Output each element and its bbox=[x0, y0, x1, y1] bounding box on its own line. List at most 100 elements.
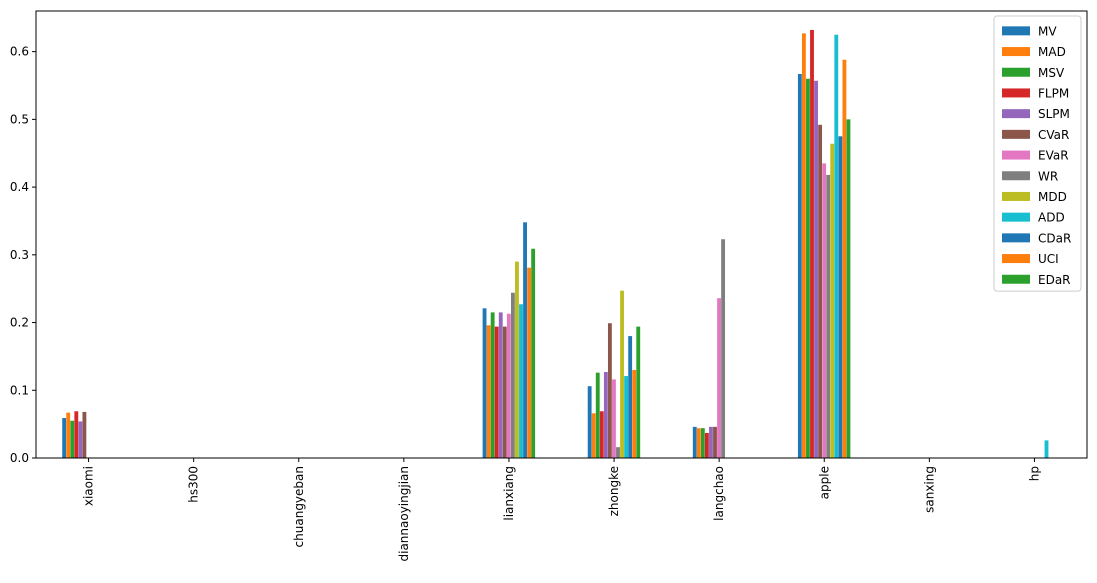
bar-evar-zhongke bbox=[612, 379, 616, 458]
legend-label-msv: MSV bbox=[1038, 66, 1065, 80]
bars-layer bbox=[62, 29, 1049, 459]
bar-mdd-apple bbox=[830, 143, 835, 458]
bar-wr-langchao bbox=[721, 239, 726, 458]
y-tick-label: 0.5 bbox=[10, 112, 29, 126]
bar-uci-zhongke bbox=[632, 369, 637, 458]
bar-evar-langchao bbox=[717, 298, 721, 458]
bar-slpm-apple bbox=[814, 80, 818, 458]
legend-label-mv: MV bbox=[1038, 24, 1057, 38]
legend-swatch-wr bbox=[1002, 171, 1030, 181]
legend: MV MAD MSV FLPM SLPM CVaR EVaR WR MDD ADD CDaR UCI E… bbox=[993, 15, 1082, 292]
legend-label-mdd: MDD bbox=[1038, 190, 1067, 204]
bar-mv-apple bbox=[797, 73, 802, 459]
bar-flpm-langchao bbox=[704, 432, 709, 458]
legend-box bbox=[993, 15, 1082, 292]
bar-cvar-lianxiang bbox=[502, 326, 507, 458]
y-tick-label: 0.2 bbox=[10, 316, 29, 330]
bar-mv-langchao bbox=[692, 426, 697, 458]
x-tick-label: chuangyeban bbox=[292, 466, 306, 547]
y-tick-label: 0.1 bbox=[10, 383, 29, 397]
legend-label-cvar: CVaR bbox=[1038, 128, 1069, 142]
bar-mdd-zhongke bbox=[620, 290, 624, 458]
x-tick-label: xiaomi bbox=[82, 466, 96, 506]
legend-swatch-cdar bbox=[1002, 233, 1030, 243]
x-tick-label: hp bbox=[1027, 466, 1041, 481]
x-tick-label: langchao bbox=[712, 466, 726, 521]
bar-slpm-lianxiang bbox=[498, 312, 503, 458]
legend-swatch-mv bbox=[1002, 26, 1030, 36]
bar-add-lianxiang bbox=[519, 304, 523, 458]
legend-swatch-mdd bbox=[1002, 191, 1030, 201]
bar-msv-zhongke bbox=[595, 372, 600, 458]
bar-mad-langchao bbox=[696, 428, 701, 458]
bar-mad-zhongke bbox=[591, 413, 596, 458]
legend-label-mad: MAD bbox=[1038, 45, 1066, 59]
legend-swatch-slpm bbox=[1002, 109, 1030, 119]
bar-edar-lianxiang bbox=[531, 248, 536, 458]
bar-slpm-langchao bbox=[709, 426, 713, 458]
bar-add-zhongke bbox=[624, 376, 629, 458]
legend-swatch-msv bbox=[1002, 67, 1030, 77]
bar-mad-xiaomi bbox=[66, 412, 71, 458]
bar-wr-apple bbox=[826, 174, 831, 458]
bar-wr-zhongke bbox=[616, 447, 620, 458]
bar-mv-lianxiang bbox=[482, 308, 487, 458]
legend-swatch-uci bbox=[1002, 254, 1030, 264]
legend-label-wr: WR bbox=[1038, 169, 1058, 183]
bar-edar-apple bbox=[846, 119, 851, 458]
bar-uci-lianxiang bbox=[527, 267, 532, 458]
bar-cvar-xiaomi bbox=[82, 411, 87, 458]
y-tick-label: 0.3 bbox=[10, 248, 29, 262]
bar-evar-apple bbox=[822, 163, 827, 459]
bar-slpm-xiaomi bbox=[78, 421, 83, 458]
legend-label-cdar: CDaR bbox=[1038, 231, 1071, 245]
y-tick-label: 0.4 bbox=[10, 180, 29, 194]
x-tick-label: lianxiang bbox=[502, 466, 516, 521]
bar-msv-langchao bbox=[700, 428, 705, 458]
bar-cvar-langchao bbox=[713, 426, 717, 458]
bar-cdar-lianxiang bbox=[523, 222, 527, 458]
x-tick-label: apple bbox=[817, 466, 831, 499]
y-axis: 0.0 0.1 0.2 0.3 0.4 0.5 0.6 bbox=[10, 45, 36, 465]
bar-msv-apple bbox=[806, 78, 810, 459]
bar-mad-apple bbox=[801, 33, 806, 458]
plot-frame bbox=[35, 10, 1088, 459]
bar-flpm-lianxiang bbox=[494, 326, 499, 458]
bar-msv-lianxiang bbox=[490, 312, 495, 458]
bar-flpm-apple bbox=[810, 29, 814, 459]
legend-swatch-flpm bbox=[1002, 88, 1030, 98]
bar-mad-lianxiang bbox=[486, 325, 491, 458]
legend-label-uci: UCI bbox=[1038, 252, 1059, 266]
bar-uci-apple bbox=[842, 59, 847, 458]
legend-label-slpm: SLPM bbox=[1038, 107, 1070, 121]
bar-mdd-lianxiang bbox=[515, 261, 519, 458]
bar-add-apple bbox=[834, 34, 839, 459]
bar-wr-lianxiang bbox=[510, 292, 515, 458]
bar-mv-zhongke bbox=[587, 386, 592, 458]
legend-label-edar: EDaR bbox=[1038, 273, 1071, 287]
legend-label-add: ADD bbox=[1038, 211, 1065, 225]
x-tick-label: sanxing bbox=[922, 466, 936, 513]
bar-mv-xiaomi bbox=[62, 418, 67, 458]
legend-swatch-mad bbox=[1002, 47, 1030, 57]
bar-evar-lianxiang bbox=[506, 313, 511, 458]
bar-cvar-zhongke bbox=[607, 323, 612, 458]
bar-add-hp bbox=[1044, 440, 1049, 458]
x-tick-label: diannaoyingjian bbox=[397, 466, 411, 562]
legend-swatch-cvar bbox=[1002, 129, 1030, 139]
x-axis: xiaomi hs300 chuangyeban diannaoyingjian lia… bbox=[82, 458, 1041, 562]
legend-swatch-evar bbox=[1002, 150, 1030, 160]
y-tick-label: 0.0 bbox=[10, 451, 29, 465]
x-tick-label: zhongke bbox=[607, 466, 621, 516]
legend-swatch-add bbox=[1002, 212, 1030, 222]
bar-msv-xiaomi bbox=[70, 420, 75, 458]
legend-label-flpm: FLPM bbox=[1038, 86, 1069, 100]
x-tick-label: hs300 bbox=[187, 466, 201, 503]
bar-flpm-zhongke bbox=[599, 411, 604, 458]
bar-cvar-apple bbox=[818, 124, 823, 459]
bar-edar-zhongke bbox=[636, 326, 641, 458]
y-tick-label: 0.6 bbox=[10, 45, 29, 59]
bar-cdar-zhongke bbox=[628, 336, 633, 458]
legend-swatch-edar bbox=[1002, 274, 1030, 284]
